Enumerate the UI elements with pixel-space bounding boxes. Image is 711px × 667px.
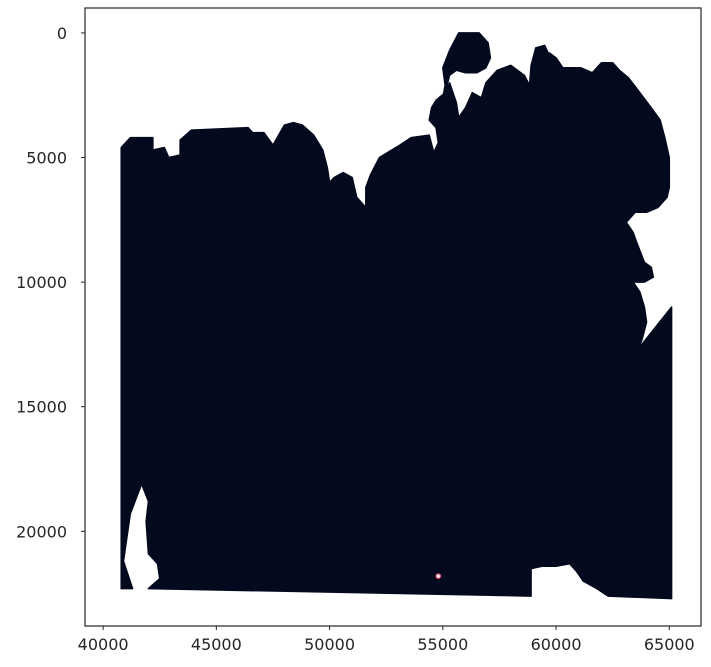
y-tick-label-0: 0 [57,24,67,43]
x-tick-label-5: 65000 [644,635,695,654]
x-tick-label-2: 50000 [304,635,355,654]
tissue-region-0 [120,52,673,600]
x-tick-label-3: 55000 [417,635,468,654]
tissue-region-2 [528,44,551,94]
y-tick-label-2: 10000 [16,273,67,292]
plot-frame [84,7,702,627]
x-axis-ticks: 40000 45000 50000 55000 60000 65000 [78,626,695,654]
y-axis-ticks: 0 5000 10000 15000 20000 [16,24,85,541]
x-tick-label-0: 40000 [78,635,129,654]
tissue-region-1 [439,32,492,111]
y-tick-label-4: 20000 [16,522,67,541]
x-tick-label-4: 60000 [531,635,582,654]
marker-point-0 [435,573,442,579]
tissue-regions [120,32,673,600]
x-tick-label-1: 45000 [191,635,242,654]
markers [435,573,442,579]
y-tick-label-1: 5000 [26,149,67,168]
y-tick-label-3: 15000 [16,398,67,417]
